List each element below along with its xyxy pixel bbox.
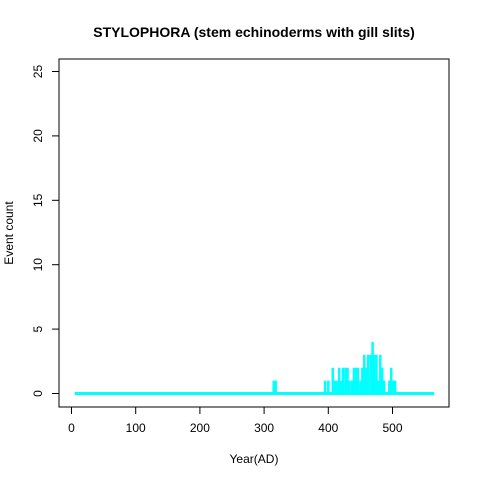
y-tick-label-3: 15 <box>31 193 45 207</box>
y-tick-label-1: 5 <box>31 325 45 332</box>
y-tick-label-0: 0 <box>31 390 45 397</box>
y-axis: 0 5 10 15 20 25 <box>31 65 60 397</box>
x-axis-label: Year(AD) <box>230 452 279 466</box>
bars-layer <box>272 341 397 394</box>
x-tick-label-5: 500 <box>382 421 402 435</box>
x-axis: 0 100 200 300 400 500 <box>68 406 403 435</box>
y-axis-label: Event count <box>2 201 16 265</box>
x-tick-label-0: 0 <box>68 421 75 435</box>
x-tick-label-3: 300 <box>254 421 274 435</box>
x-tick-label-2: 200 <box>190 421 210 435</box>
y-tick-label-4: 20 <box>31 129 45 143</box>
x-tick-label-4: 400 <box>318 421 338 435</box>
y-tick-label-5: 25 <box>31 65 45 79</box>
y-tick-label-2: 10 <box>31 258 45 272</box>
chart-title: STYLOPHORA (stem echinoderms with gill s… <box>93 24 415 40</box>
x-tick-label-1: 100 <box>126 421 146 435</box>
